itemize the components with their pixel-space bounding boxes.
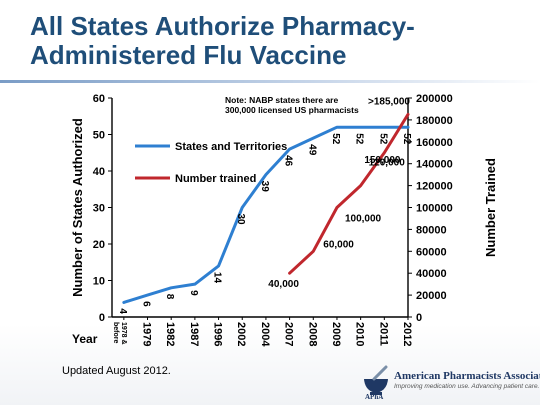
y-tick-label-right: 200000 (416, 93, 453, 105)
states-data-label: 8 (164, 294, 175, 300)
states-data-label: 14 (212, 272, 223, 284)
logo-abbr: APhA (365, 393, 384, 401)
y-tick-label-right: 180000 (416, 115, 453, 127)
update-footnote: Updated August 2012. (62, 365, 171, 377)
title-divider (0, 80, 540, 83)
x-tick-label: 2008 (306, 322, 318, 346)
trained-data-label: 60,000 (323, 239, 354, 250)
x-tick-label: 1978 &before (112, 322, 127, 345)
x-tick-label: 2011 (377, 322, 389, 346)
y-tick-label-left: 40 (93, 166, 105, 178)
legend-label-states: States and Territories (175, 141, 287, 153)
x-tick-label: 2004 (259, 322, 271, 347)
states-data-label: 49 (306, 144, 317, 156)
y-axis-title-right: Number Trained (483, 158, 498, 257)
x-tick-label: 2007 (283, 322, 295, 346)
x-tick-label: 1982 (164, 322, 176, 346)
states-data-label: 52 (354, 133, 365, 145)
states-data-label: 52 (401, 133, 412, 145)
y-tick-label-right: 0 (416, 312, 422, 324)
logo-name: American Pharmacists Association (394, 370, 540, 382)
y-axis-title-left: Number of States Authorized (70, 118, 85, 297)
apha-logo: American Pharmacists Association Improvi… (360, 363, 540, 403)
y-tick-label-left: 20 (93, 239, 105, 251)
x-tick-label: 1996 (212, 322, 224, 346)
states-data-label: 6 (141, 301, 152, 307)
chart-note: 300,000 licensed US pharmacists (225, 105, 359, 115)
trained-data-label: 120,000 (369, 158, 406, 169)
x-tick-label: 2010 (354, 322, 366, 346)
states-data-label: 39 (259, 181, 270, 193)
y-tick-label-right: 80000 (416, 224, 447, 236)
y-tick-label-right: 40000 (416, 268, 447, 280)
trained-series-line (288, 112, 410, 275)
logo-tagline: Improving medication use. Advancing pati… (394, 383, 540, 390)
y-tick-label-right: 60000 (416, 246, 447, 258)
flu-vaccine-chart: 0 10 20 30 40 50 60 0 20000 40000 60000 80000 100000… (70, 93, 498, 347)
chart-note: Note: NABP states there are (225, 95, 338, 105)
y-tick-label-left: 30 (93, 203, 105, 215)
y-tick-label-left: 10 (93, 276, 105, 288)
states-data-label: 30 (235, 214, 246, 226)
x-axis-title: Year (72, 332, 98, 346)
y-tick-label-right: 140000 (416, 159, 453, 171)
trained-data-label: 150,000 (364, 155, 401, 166)
y-tick-label-left: 60 (93, 93, 105, 105)
y-tick-label-right: 120000 (416, 181, 453, 193)
states-data-label: 4 (117, 308, 128, 314)
trained-data-label: 100,000 (345, 214, 382, 225)
y-tick-label-right: 100000 (416, 203, 453, 215)
y-tick-label-right: 20000 (416, 290, 447, 302)
states-series-line (122, 125, 410, 304)
x-tick-label: 1987 (188, 322, 200, 346)
states-data-label: 9 (188, 290, 199, 296)
y-tick-label-left: 50 (93, 130, 105, 142)
x-tick-label: 2009 (330, 322, 342, 346)
x-tick-label: 2002 (235, 322, 247, 346)
y-tick-label-left: 0 (99, 312, 105, 324)
trained-data-label: 40,000 (268, 279, 299, 290)
x-tick-label: 1979 (141, 322, 153, 346)
legend-label-trained: Number trained (175, 173, 256, 185)
states-data-label: 52 (377, 133, 388, 145)
trained-data-label: >185,000 (368, 96, 410, 107)
states-data-label: 46 (283, 155, 294, 167)
x-tick-label: 2012 (401, 322, 413, 346)
slide-title: All States Authorize Pharmacy-Administer… (30, 11, 415, 70)
y-tick-label-right: 160000 (416, 137, 453, 149)
states-data-label: 52 (330, 133, 341, 145)
mortar-pestle-icon (364, 365, 388, 395)
